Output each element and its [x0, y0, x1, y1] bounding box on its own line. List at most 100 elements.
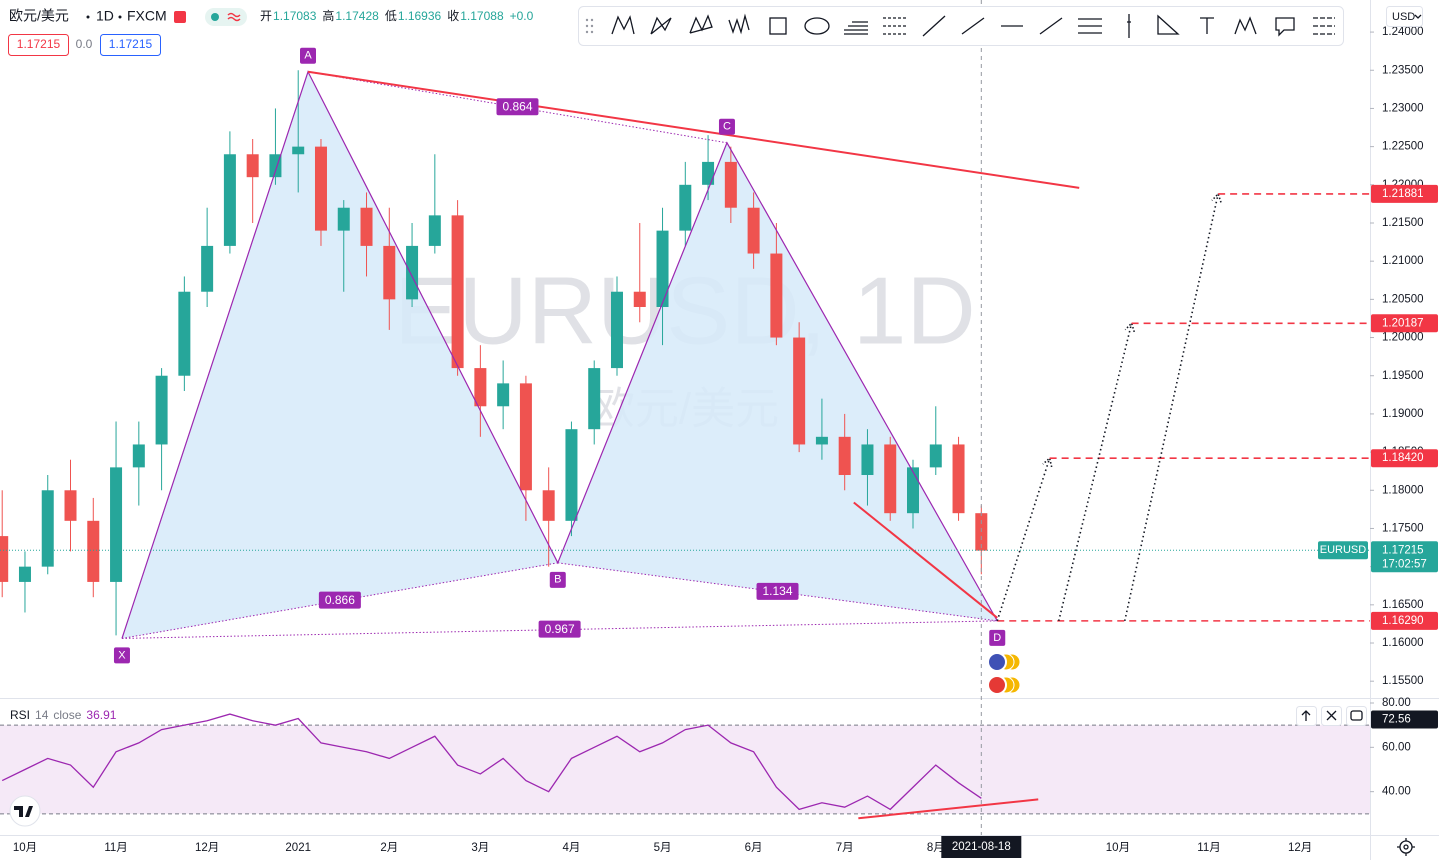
close-icon [1326, 710, 1337, 721]
current-price-label: 1.17215 [1382, 544, 1424, 556]
data-status-pill[interactable] [205, 8, 247, 26]
candle-body [702, 161, 715, 185]
currency-selector[interactable] [1386, 6, 1423, 27]
candle-body [314, 146, 327, 231]
symbol: 欧元/美元 [9, 8, 69, 24]
candle-body [610, 291, 623, 369]
target-arrow [996, 457, 1051, 622]
rsi-current-bg [1371, 710, 1438, 729]
overlay: 0.864 0.866 1.134 0.967 X A B C D RSI 14 close 36.91… [10, 0, 1022, 858]
x-tick-label: 10月 [1106, 842, 1130, 854]
three-drives-tool[interactable] [728, 13, 750, 35]
candle-body [907, 467, 919, 514]
x-tick-label: 3月 [471, 842, 489, 854]
candle-body [292, 146, 305, 155]
ohlc-key: 高 [322, 8, 334, 23]
y-tick-label: 1.21500 [1382, 217, 1424, 229]
y-tick-label: 1.18000 [1382, 484, 1424, 496]
drag-handle[interactable] [585, 18, 594, 34]
rsi-source: close [53, 708, 81, 722]
ratio-label: 0.967 [545, 622, 575, 636]
candle-body [201, 245, 214, 292]
level-label: 1.21881 [1382, 188, 1424, 200]
candle-body [884, 444, 897, 514]
ohlc-value: 1.17088 [460, 9, 504, 23]
settings-button[interactable] [1397, 838, 1415, 856]
head-shoulders-tool[interactable] [1234, 16, 1257, 35]
y-tick-label: 1.20500 [1382, 293, 1424, 305]
level-label: 1.18420 [1382, 452, 1424, 464]
tv-logo[interactable] [9, 795, 41, 827]
more-tools[interactable] [1313, 17, 1335, 35]
event-icons[interactable] [987, 652, 1021, 695]
arrow-tool[interactable] [1039, 17, 1063, 35]
candle-body [679, 184, 692, 231]
fib-tool[interactable] [844, 21, 868, 35]
candle-body [18, 566, 31, 582]
spread: 0.0 [76, 37, 93, 51]
candle-body [110, 467, 123, 582]
text-tool[interactable] [1200, 17, 1214, 34]
exchange: FXCM [127, 8, 167, 24]
ratio-label-bg [538, 620, 581, 638]
bid-box[interactable] [8, 34, 69, 56]
fib-extension-tool[interactable] [883, 17, 907, 35]
target-arrow [1057, 323, 1133, 622]
y-tick-label: 1.21000 [1382, 255, 1424, 267]
vertical-line-tool[interactable] [1127, 14, 1131, 38]
x-tick-label: 8月 [927, 842, 945, 854]
rsi-line [1, 713, 982, 811]
rsi-divergence [858, 798, 1039, 820]
maximize-button[interactable] [1346, 706, 1367, 726]
candle-body [64, 490, 77, 521]
candle-body [223, 154, 236, 246]
x-tick-label: 7月 [836, 842, 854, 854]
x-tick-label: 4月 [562, 842, 580, 854]
ohlc-key: 低 [385, 9, 397, 23]
ask-box[interactable] [100, 34, 161, 56]
x-tick-label: 10月 [13, 842, 37, 854]
point-label-bg [989, 629, 1006, 646]
ray-tool[interactable] [961, 17, 985, 35]
y-tick-label: 40.00 [1382, 786, 1411, 798]
drawing-toolbar [578, 6, 1344, 46]
y-tick-label: 1.16500 [1382, 599, 1424, 611]
rectangle-tool[interactable] [769, 17, 787, 35]
point-label: C [723, 121, 731, 133]
candle-body [861, 444, 874, 476]
candle-body [588, 368, 601, 430]
rsi-title: RSI [10, 708, 30, 722]
candle-body [428, 215, 441, 246]
ratio-label-bg [496, 98, 539, 116]
cypher-tool[interactable] [650, 16, 672, 35]
abcd-tool[interactable] [689, 14, 713, 34]
trend-line-tool[interactable] [922, 15, 946, 37]
candle-body [0, 536, 9, 582]
market-status-icon[interactable] [174, 11, 186, 23]
y-tick-label: 60.00 [1382, 741, 1411, 753]
countdown: 17:02:57 [1382, 558, 1427, 570]
level-label-bg [1371, 449, 1438, 468]
dropdown-arrow [1414, 14, 1422, 19]
maximize-icon [1350, 710, 1363, 721]
ask: 1.17215 [109, 37, 153, 51]
triangle-tool[interactable] [1157, 14, 1180, 35]
header: 欧元/美元 1D FXCM 开 1.17083 高 1.17428 低 1.16936 收 1… [8, 8, 534, 56]
rsi-band [0, 725, 1370, 814]
y-tick-label: 1.16000 [1382, 637, 1424, 649]
parallel-channel-tool[interactable] [1078, 18, 1102, 34]
xabcd-tool[interactable] [611, 15, 635, 35]
candle-body [155, 375, 168, 445]
interval: 1D [96, 8, 114, 24]
ratio-label: 0.864 [502, 99, 532, 113]
ellipse-tool[interactable] [804, 17, 830, 35]
x-tick-label: 2月 [380, 842, 398, 854]
point-label: B [554, 574, 561, 586]
callout-tool[interactable] [1275, 17, 1295, 37]
status-dot [211, 13, 219, 21]
x-tick-label: 2021 [285, 842, 311, 854]
level-label-bg [1371, 611, 1438, 630]
candle-body [87, 520, 100, 582]
candle-body [633, 291, 646, 307]
